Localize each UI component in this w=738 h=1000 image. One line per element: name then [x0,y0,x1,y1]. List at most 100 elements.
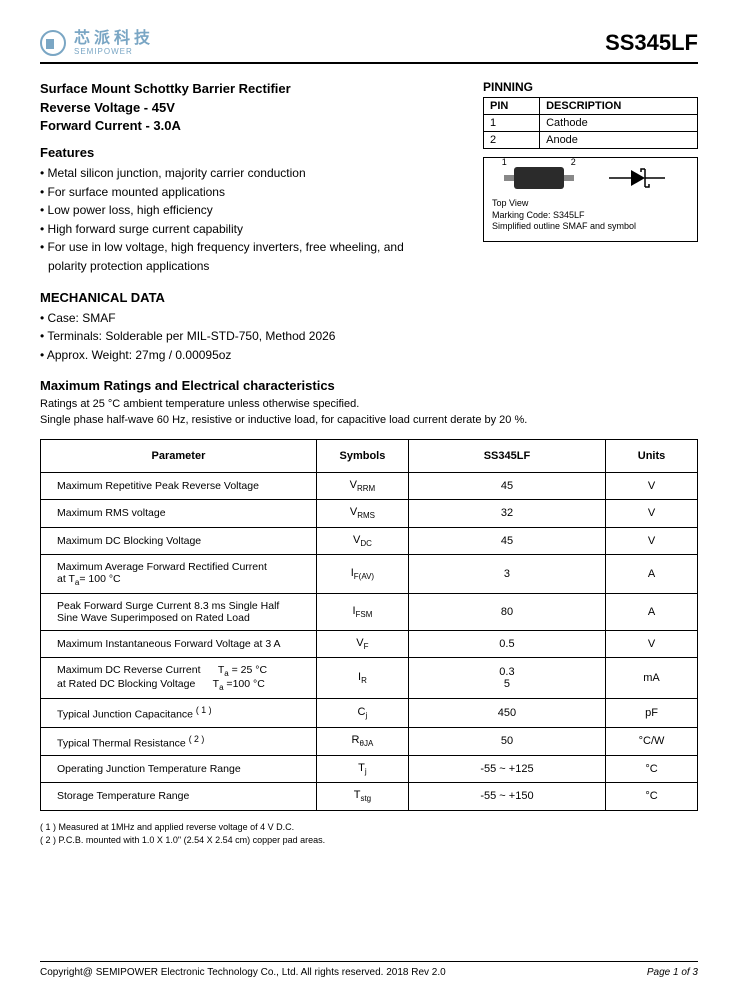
cell-param: Maximum Average Forward Rectified Curren… [41,554,317,593]
title-block: Surface Mount Schottky Barrier Rectifier… [40,80,440,135]
spec-row: Maximum Instantaneous Forward Voltage at… [41,630,698,657]
spec-row: Storage Temperature RangeTstg-55 ~ +150°… [41,783,698,810]
cell-param: Maximum RMS voltage [41,500,317,527]
cell-param: Maximum Repetitive Peak Reverse Voltage [41,473,317,500]
page-header: 芯派科技 SEMIPOWER SS345LF [40,30,698,64]
cell-value: 3 [408,554,605,593]
cell-param: Maximum DC Blocking Voltage [41,527,317,554]
mechanical-item: Approx. Weight: 27mg / 0.00095oz [40,346,440,365]
pin-desc: Anode [540,132,698,149]
cell-value: 45 [408,527,605,554]
title-line3: Forward Current - 3.0A [40,117,440,135]
page-footer: Copyright@ SEMIPOWER Electronic Technolo… [40,961,698,978]
footnotes: ( 1 ) Measured at 1MHz and applied rever… [40,821,698,848]
cell-unit: mA [606,658,698,699]
col-parameter: Parameter [41,440,317,473]
ratings-heading: Maximum Ratings and Electrical character… [40,378,698,393]
pin-desc: Cathode [540,115,698,132]
cell-symbol: VDC [316,527,408,554]
cell-symbol: Tstg [316,783,408,810]
cell-symbol: VF [316,630,408,657]
cell-unit: °C [606,756,698,783]
footnote-2: ( 2 ) P.C.B. mounted with 1.0 X 1.0" (2.… [40,834,698,848]
cell-param: Maximum DC Reverse Current Ta = 25 °Cat … [41,658,317,699]
feature-item: Low power loss, high efficiency [40,201,440,220]
pinning-heading: PINNING [483,80,698,94]
mechanical-item: Terminals: Solderable per MIL-STD-750, M… [40,327,440,346]
cell-unit: °C [606,783,698,810]
cell-symbol: Cj [316,699,408,728]
cell-value: 50 [408,727,605,756]
spec-row: Maximum Repetitive Peak Reverse VoltageV… [41,473,698,500]
ratings-note1: Ratings at 25 °C ambient temperature unl… [40,397,698,413]
cell-unit: V [606,473,698,500]
spec-row: Maximum Average Forward Rectified Curren… [41,554,698,593]
pin-row: 1 Cathode [484,115,698,132]
footnote-1: ( 1 ) Measured at 1MHz and applied rever… [40,821,698,835]
pin-col-header: PIN [484,98,540,115]
cell-value: -55 ~ +150 [408,783,605,810]
cell-symbol: RθJA [316,727,408,756]
diagram-graphics: 1 2 [492,166,689,190]
cell-value: 32 [408,500,605,527]
cell-param: Operating Junction Temperature Range [41,756,317,783]
mechanical-item: Case: SMAF [40,309,440,328]
cell-value: 80 [408,593,605,630]
ratings-note2: Single phase half-wave 60 Hz, resistive … [40,413,698,429]
cell-unit: pF [606,699,698,728]
spec-row: Peak Forward Surge Current 8.3 ms Single… [41,593,698,630]
side-panel: PINNING PIN DESCRIPTION 1 Cathode 2 Anod… [483,80,698,242]
cell-param: Peak Forward Surge Current 8.3 ms Single… [41,593,317,630]
logo-english: SEMIPOWER [74,48,154,57]
col-value: SS345LF [408,440,605,473]
cell-param: Maximum Instantaneous Forward Voltage at… [41,630,317,657]
spec-row: Maximum DC Blocking VoltageVDC45V [41,527,698,554]
spec-row: Typical Junction Capacitance ( 1 )Cj450p… [41,699,698,728]
cell-unit: A [606,593,698,630]
feature-item: For surface mounted applications [40,183,440,202]
pin-row: 2 Anode [484,132,698,149]
spec-row: Maximum DC Reverse Current Ta = 25 °Cat … [41,658,698,699]
schottky-symbol-icon [607,166,667,190]
cell-symbol: IR [316,658,408,699]
cell-param: Typical Junction Capacitance ( 1 ) [41,699,317,728]
cell-symbol: Tj [316,756,408,783]
mechanical-list: Case: SMAF Terminals: Solderable per MIL… [40,309,440,365]
cell-value: 0.5 [408,630,605,657]
spec-row: Operating Junction Temperature RangeTj-5… [41,756,698,783]
features-heading: Features [40,145,440,160]
cell-symbol: IF(AV) [316,554,408,593]
cell-symbol: VRRM [316,473,408,500]
feature-item: For use in low voltage, high frequency i… [40,238,440,275]
feature-item: Metal silicon junction, majority carrier… [40,164,440,183]
package-diagram: 1 2 Top View Marking Code: S345LF Simpli… [483,157,698,242]
spec-header-row: Parameter Symbols SS345LF Units [41,440,698,473]
smaf-body-icon [514,167,564,189]
page-number: Page 1 of 3 [647,967,698,978]
pin-num: 1 [484,115,540,132]
title-line1: Surface Mount Schottky Barrier Rectifier [40,80,440,98]
col-symbols: Symbols [316,440,408,473]
desc-col-header: DESCRIPTION [540,98,698,115]
ratings-notes: Ratings at 25 °C ambient temperature unl… [40,397,698,429]
cell-unit: A [606,554,698,593]
cell-symbol: VRMS [316,500,408,527]
pin-num: 2 [484,132,540,149]
cell-param: Storage Temperature Range [41,783,317,810]
cell-value: -55 ~ +125 [408,756,605,783]
cell-unit: °C/W [606,727,698,756]
cell-unit: V [606,630,698,657]
package-outline: 1 2 [514,167,564,189]
logo-text: 芯派科技 SEMIPOWER [74,30,154,56]
cell-value: 45 [408,473,605,500]
pin2-label: 2 [571,157,576,169]
cell-param: Typical Thermal Resistance ( 2 ) [41,727,317,756]
pinning-table: PIN DESCRIPTION 1 Cathode 2 Anode [483,97,698,149]
cell-unit: V [606,527,698,554]
company-logo: 芯派科技 SEMIPOWER [40,30,154,56]
feature-item: High forward surge current capability [40,220,440,239]
spec-row: Typical Thermal Resistance ( 2 )RθJA50°C… [41,727,698,756]
col-units: Units [606,440,698,473]
cell-unit: V [606,500,698,527]
marking-code-label: Marking Code: S345LF [492,210,689,222]
